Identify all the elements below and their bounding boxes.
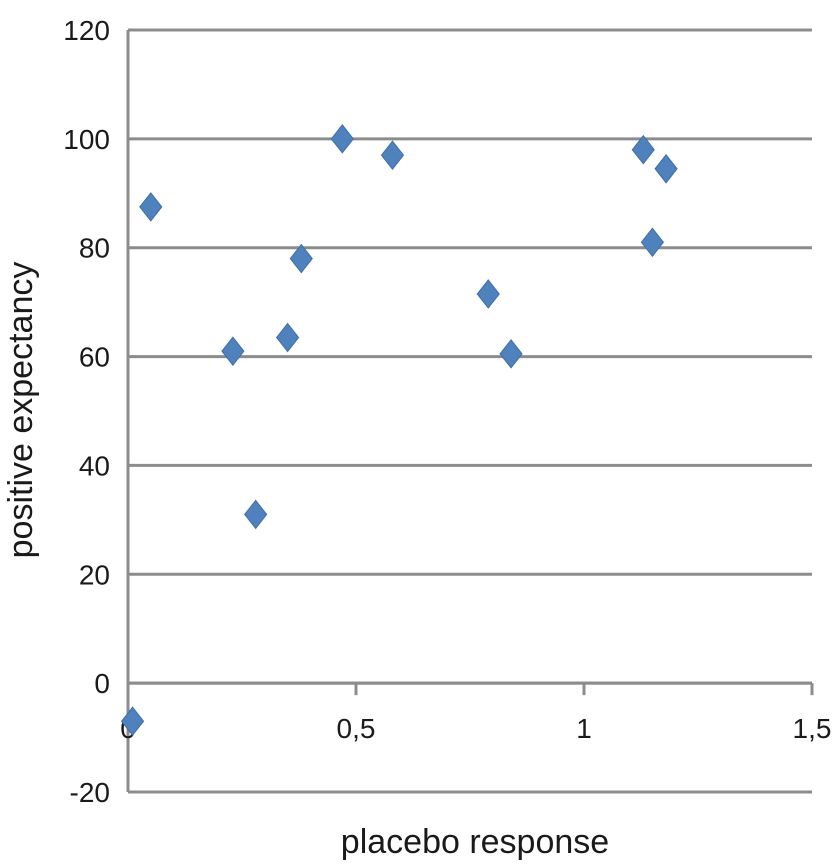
x-axis-label: placebo response <box>341 823 609 861</box>
y-tick-label: -20 <box>70 777 110 808</box>
x-tick-label: 1 <box>576 713 592 744</box>
data-point-6 <box>330 124 354 154</box>
data-points <box>120 124 678 737</box>
data-point-3 <box>244 499 268 530</box>
x-tick-label: 1,5 <box>793 713 832 744</box>
y-tick-labels: -20 0 20 40 60 80 100 120 <box>63 15 110 808</box>
data-point-5 <box>289 243 313 274</box>
data-point-11 <box>640 227 665 258</box>
y-tick-label: 80 <box>79 233 110 264</box>
data-point-12 <box>654 153 678 184</box>
gridlines <box>128 28 812 794</box>
x-tick-labels: 00,511,5 <box>120 713 831 744</box>
data-point-7 <box>380 140 405 170</box>
y-tick-label: 0 <box>94 668 110 699</box>
y-axis-label: positive expectancy <box>2 262 40 559</box>
axes <box>126 30 814 792</box>
y-tick-label: 40 <box>79 450 110 481</box>
x-tick-label: 0,5 <box>337 713 376 744</box>
y-tick-label: 100 <box>63 124 110 155</box>
data-point-9 <box>499 339 523 369</box>
data-point-10 <box>631 134 655 165</box>
data-point-4 <box>275 322 300 353</box>
y-tick-label: 20 <box>79 559 110 590</box>
y-tick-label: 120 <box>63 15 110 46</box>
data-point-1 <box>139 192 163 222</box>
data-point-8 <box>476 279 500 309</box>
y-tick-label: 60 <box>79 342 110 373</box>
data-point-2 <box>221 336 245 366</box>
data-point-0 <box>120 706 145 737</box>
